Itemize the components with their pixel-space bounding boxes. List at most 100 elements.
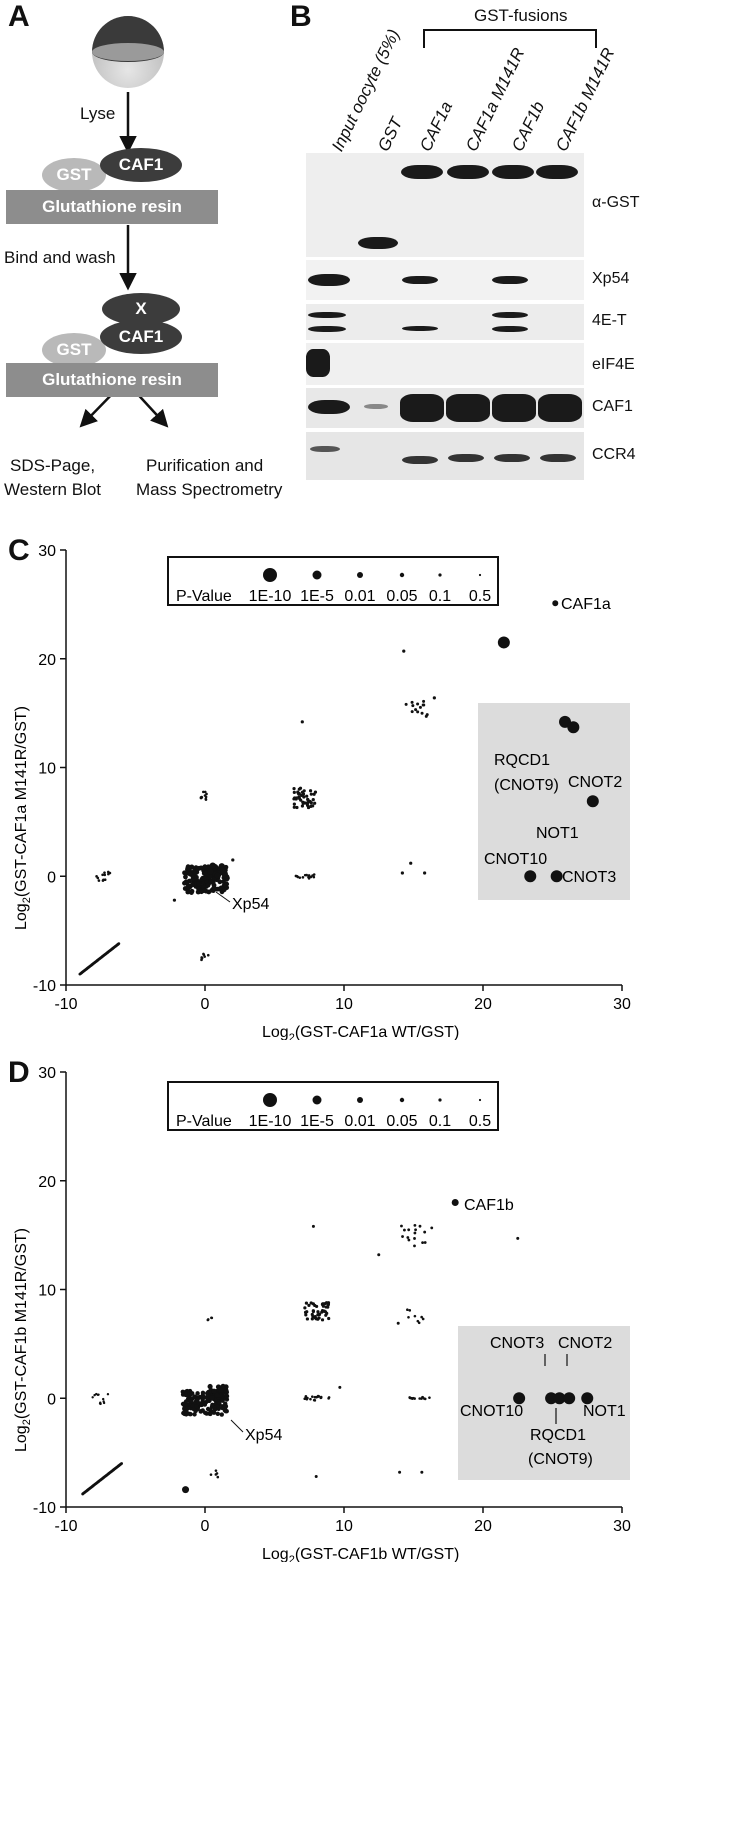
legend-marker — [399, 1097, 405, 1103]
data-point — [418, 705, 422, 709]
y-tick-label: 20 — [38, 652, 56, 669]
data-point — [199, 889, 204, 895]
data-point — [305, 1397, 309, 1401]
data-point — [418, 1224, 422, 1228]
caf1-protein-2: CAF1 — [100, 320, 182, 354]
blot-label-gst: α-GST — [592, 194, 640, 211]
data-point — [221, 879, 226, 885]
data-point — [422, 699, 426, 703]
data-point — [295, 805, 299, 810]
data-point — [184, 1409, 189, 1415]
data-point — [314, 1317, 318, 1321]
data-point — [180, 1401, 186, 1407]
data-point — [202, 864, 208, 870]
data-point — [187, 866, 192, 872]
data-point — [297, 796, 302, 801]
data-point — [294, 797, 298, 801]
data-point — [182, 1406, 187, 1411]
data-point — [294, 874, 298, 878]
legend-entry: 1E-5 — [300, 588, 334, 605]
legend-marker — [263, 568, 277, 582]
data-point — [420, 1397, 423, 1400]
data-point — [183, 880, 189, 885]
data-point — [102, 1401, 106, 1405]
resin-1: Glutathione resin — [6, 190, 218, 224]
y-tick-label: 10 — [38, 761, 56, 778]
legend-entry: 1E-10 — [249, 588, 292, 605]
data-point — [402, 649, 406, 653]
data-point — [316, 1395, 320, 1399]
ylabel-c: Log2(GST-CAF1a M141R/GST) — [13, 706, 33, 930]
data-point — [423, 1230, 427, 1234]
data-point — [338, 1385, 342, 1389]
data-point — [312, 873, 316, 876]
data-point — [432, 696, 436, 700]
data-point — [103, 878, 107, 882]
data-point — [120, 1462, 123, 1465]
data-point — [407, 1228, 411, 1232]
data-point — [206, 953, 210, 957]
data-point — [300, 720, 304, 724]
y-tick-label: 30 — [38, 543, 56, 560]
data-point — [96, 876, 100, 880]
data-point — [413, 1237, 416, 1240]
data-point — [216, 1475, 220, 1479]
data-point — [202, 953, 206, 956]
data-point — [101, 879, 105, 882]
data-point — [401, 1235, 404, 1238]
data-point — [298, 876, 302, 879]
data-point — [310, 1312, 314, 1317]
label-cnot9-d: (CNOT9) — [528, 1451, 593, 1468]
data-point — [313, 801, 317, 805]
data-point — [185, 1406, 190, 1411]
blot-label-ccr4: CCR4 — [592, 446, 636, 463]
data-point — [422, 703, 426, 707]
highlight-box-d — [458, 1326, 630, 1480]
data-point — [214, 872, 221, 879]
data-point — [200, 956, 203, 959]
data-point — [420, 1470, 424, 1474]
lane-gst: GST — [374, 114, 407, 155]
legend-marker — [357, 1097, 363, 1103]
labeled-point — [524, 870, 537, 883]
resin-2: Glutathione resin — [6, 363, 218, 397]
data-point — [96, 1393, 100, 1397]
x-tick-label: 10 — [335, 1518, 353, 1535]
data-point — [306, 798, 310, 802]
data-point — [200, 1408, 205, 1413]
data-point — [209, 862, 216, 869]
data-point — [303, 801, 308, 805]
label-cnot9-c: (CNOT9) — [494, 777, 559, 794]
data-point — [497, 636, 510, 649]
legend-entry: 0.05 — [386, 588, 417, 605]
labeled-point — [545, 1392, 558, 1405]
data-point — [297, 791, 301, 796]
data-point — [413, 1231, 417, 1235]
data-point — [186, 1396, 191, 1401]
data-point — [196, 881, 202, 887]
data-point — [303, 1397, 307, 1401]
label-rqcd1-c: RQCD1 — [494, 752, 550, 769]
legend-entry: 0.1 — [429, 588, 451, 605]
data-point — [327, 1316, 331, 1321]
data-point — [396, 1321, 400, 1325]
data-point — [304, 1394, 308, 1398]
data-point — [324, 1301, 329, 1305]
label-cnot10-c: CNOT10 — [484, 851, 547, 868]
data-point — [206, 1318, 210, 1321]
data-point — [223, 1388, 229, 1394]
data-point — [292, 786, 296, 791]
lyse-label: Lyse — [80, 104, 116, 123]
data-point — [407, 1238, 411, 1242]
data-point — [416, 710, 420, 714]
data-point — [209, 1473, 213, 1476]
legend-entry: 0.1 — [429, 1113, 451, 1130]
data-point — [215, 1384, 222, 1390]
data-point — [421, 1241, 424, 1245]
panel-letter-a: A — [8, 0, 30, 33]
data-point — [211, 885, 217, 891]
data-point — [208, 1411, 213, 1417]
blot-gst — [306, 153, 584, 257]
y-tick-label: 10 — [38, 1283, 56, 1300]
x-tick-label: 10 — [335, 996, 353, 1013]
